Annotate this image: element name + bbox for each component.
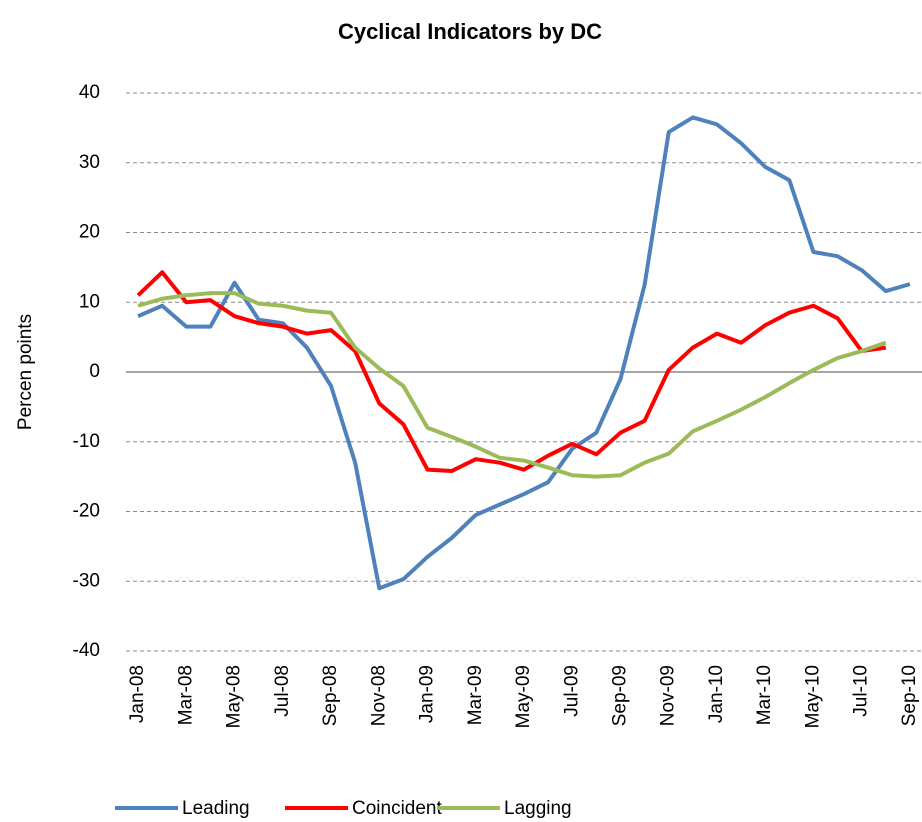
series-line — [137, 291, 887, 479]
y-tick-label: -10 — [73, 431, 100, 452]
x-tick-label: Mar-08 — [175, 665, 196, 725]
legend-label: Lagging — [504, 798, 572, 819]
x-tick-label: Jan-08 — [127, 665, 148, 723]
x-tick-label: Nov-09 — [658, 665, 679, 726]
x-tick-label: Jul-10 — [851, 665, 872, 717]
y-tick-label: 20 — [79, 222, 100, 243]
x-tick-label: Jan-10 — [706, 665, 727, 723]
x-tick-label: Jul-09 — [561, 665, 582, 717]
x-tick-label: Mar-09 — [465, 665, 486, 725]
y-axis-label: Percen points — [15, 314, 36, 430]
y-tick-label: -40 — [73, 640, 100, 661]
y-tick-label: 30 — [79, 152, 100, 173]
x-tick-label: Sep-10 — [899, 665, 920, 726]
chart-title: Cyclical Indicators by DC — [338, 19, 602, 44]
y-tick-label: -30 — [73, 570, 100, 591]
legend-label: Leading — [182, 798, 250, 819]
legend-label: Coincident — [352, 798, 442, 819]
series-line — [136, 270, 887, 474]
y-tick-label: -20 — [73, 501, 100, 522]
x-tick-label: May-10 — [802, 665, 823, 728]
x-tick-label: Nov-08 — [368, 665, 389, 726]
x-tick-label: May-09 — [513, 665, 534, 728]
y-tick-label: 10 — [79, 291, 100, 312]
x-tick-label: Jul-08 — [272, 665, 293, 717]
x-tick-label: Sep-08 — [320, 665, 341, 726]
y-tick-label: 40 — [79, 82, 100, 103]
x-tick-label: May-08 — [224, 665, 245, 728]
series-line — [137, 115, 911, 591]
y-tick-label: 0 — [89, 361, 100, 382]
x-tick-label: Sep-09 — [610, 665, 631, 726]
x-tick-label: Mar-10 — [754, 665, 775, 725]
x-tick-label: Jan-09 — [417, 665, 438, 723]
